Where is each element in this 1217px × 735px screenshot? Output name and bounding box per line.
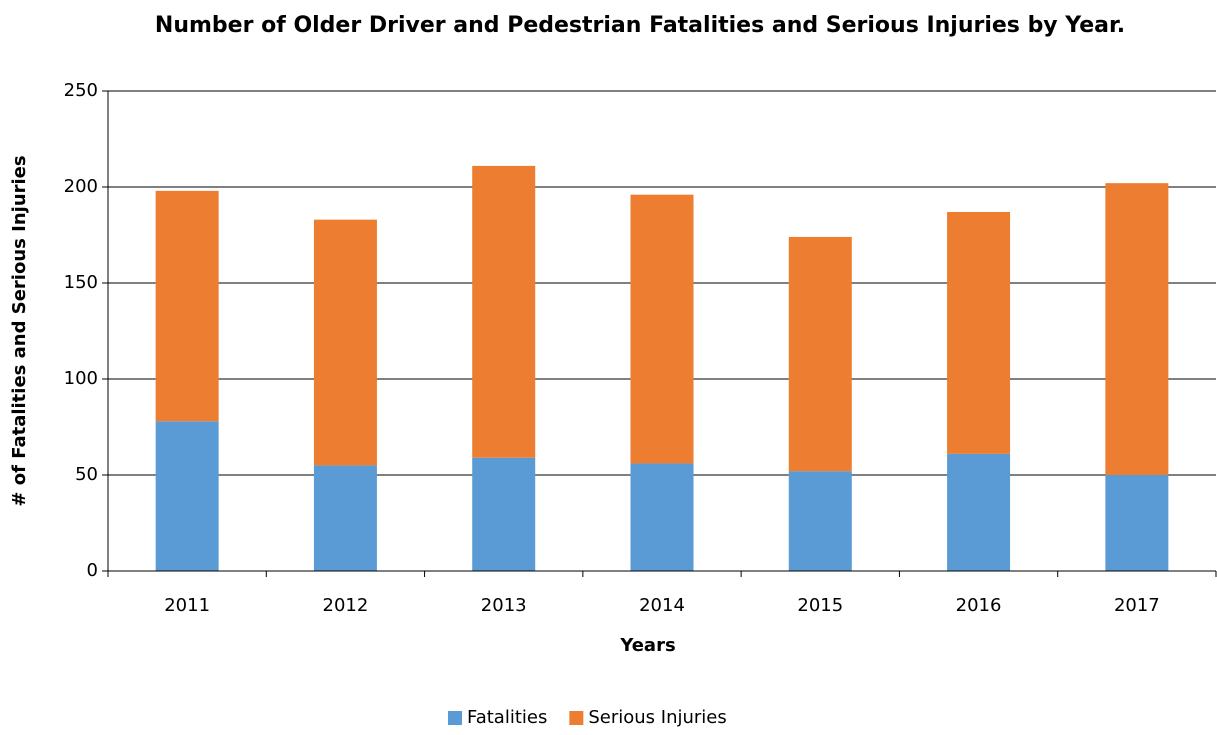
y-tick-label: 200 — [64, 176, 98, 197]
bar-segment — [472, 457, 536, 571]
x-tick-label: 2017 — [1114, 595, 1160, 616]
y-tick-label: 150 — [64, 272, 98, 293]
bar-segment — [313, 465, 377, 571]
bar-segment — [155, 421, 219, 571]
bar-segment — [1105, 183, 1169, 475]
y-tick-label: 250 — [64, 80, 98, 101]
bar-segment — [788, 471, 852, 571]
legend-swatch — [448, 711, 462, 725]
y-tick-label: 0 — [87, 560, 98, 581]
x-tick-label: 2012 — [323, 595, 369, 616]
y-tick-label: 100 — [64, 368, 98, 389]
bar-segment — [155, 190, 219, 422]
bar-segment — [313, 219, 377, 466]
bar-segment — [1105, 475, 1169, 571]
bar-segment — [788, 236, 852, 472]
x-tick-label: 2011 — [164, 595, 210, 616]
chart-title: Number of Older Driver and Pedestrian Fa… — [154, 13, 1126, 38]
bar-segment — [630, 463, 694, 571]
legend-label: Serious Injuries — [588, 707, 726, 728]
x-tick-label: 2016 — [956, 595, 1002, 616]
x-tick-label: 2014 — [639, 595, 685, 616]
bar-segment — [947, 453, 1011, 571]
y-axis-label: # of Fatalities and Serious Injuries — [9, 155, 30, 506]
legend-label: Fatalities — [467, 707, 547, 728]
bar-segment — [947, 211, 1011, 454]
legend-swatch — [569, 711, 584, 725]
bar-segment — [472, 165, 536, 458]
x-tick-label: 2015 — [797, 595, 843, 616]
x-tick-label: 2013 — [481, 595, 527, 616]
bar-segment — [630, 194, 694, 464]
y-tick-label: 50 — [75, 464, 98, 485]
x-axis-label: Years — [619, 635, 675, 656]
